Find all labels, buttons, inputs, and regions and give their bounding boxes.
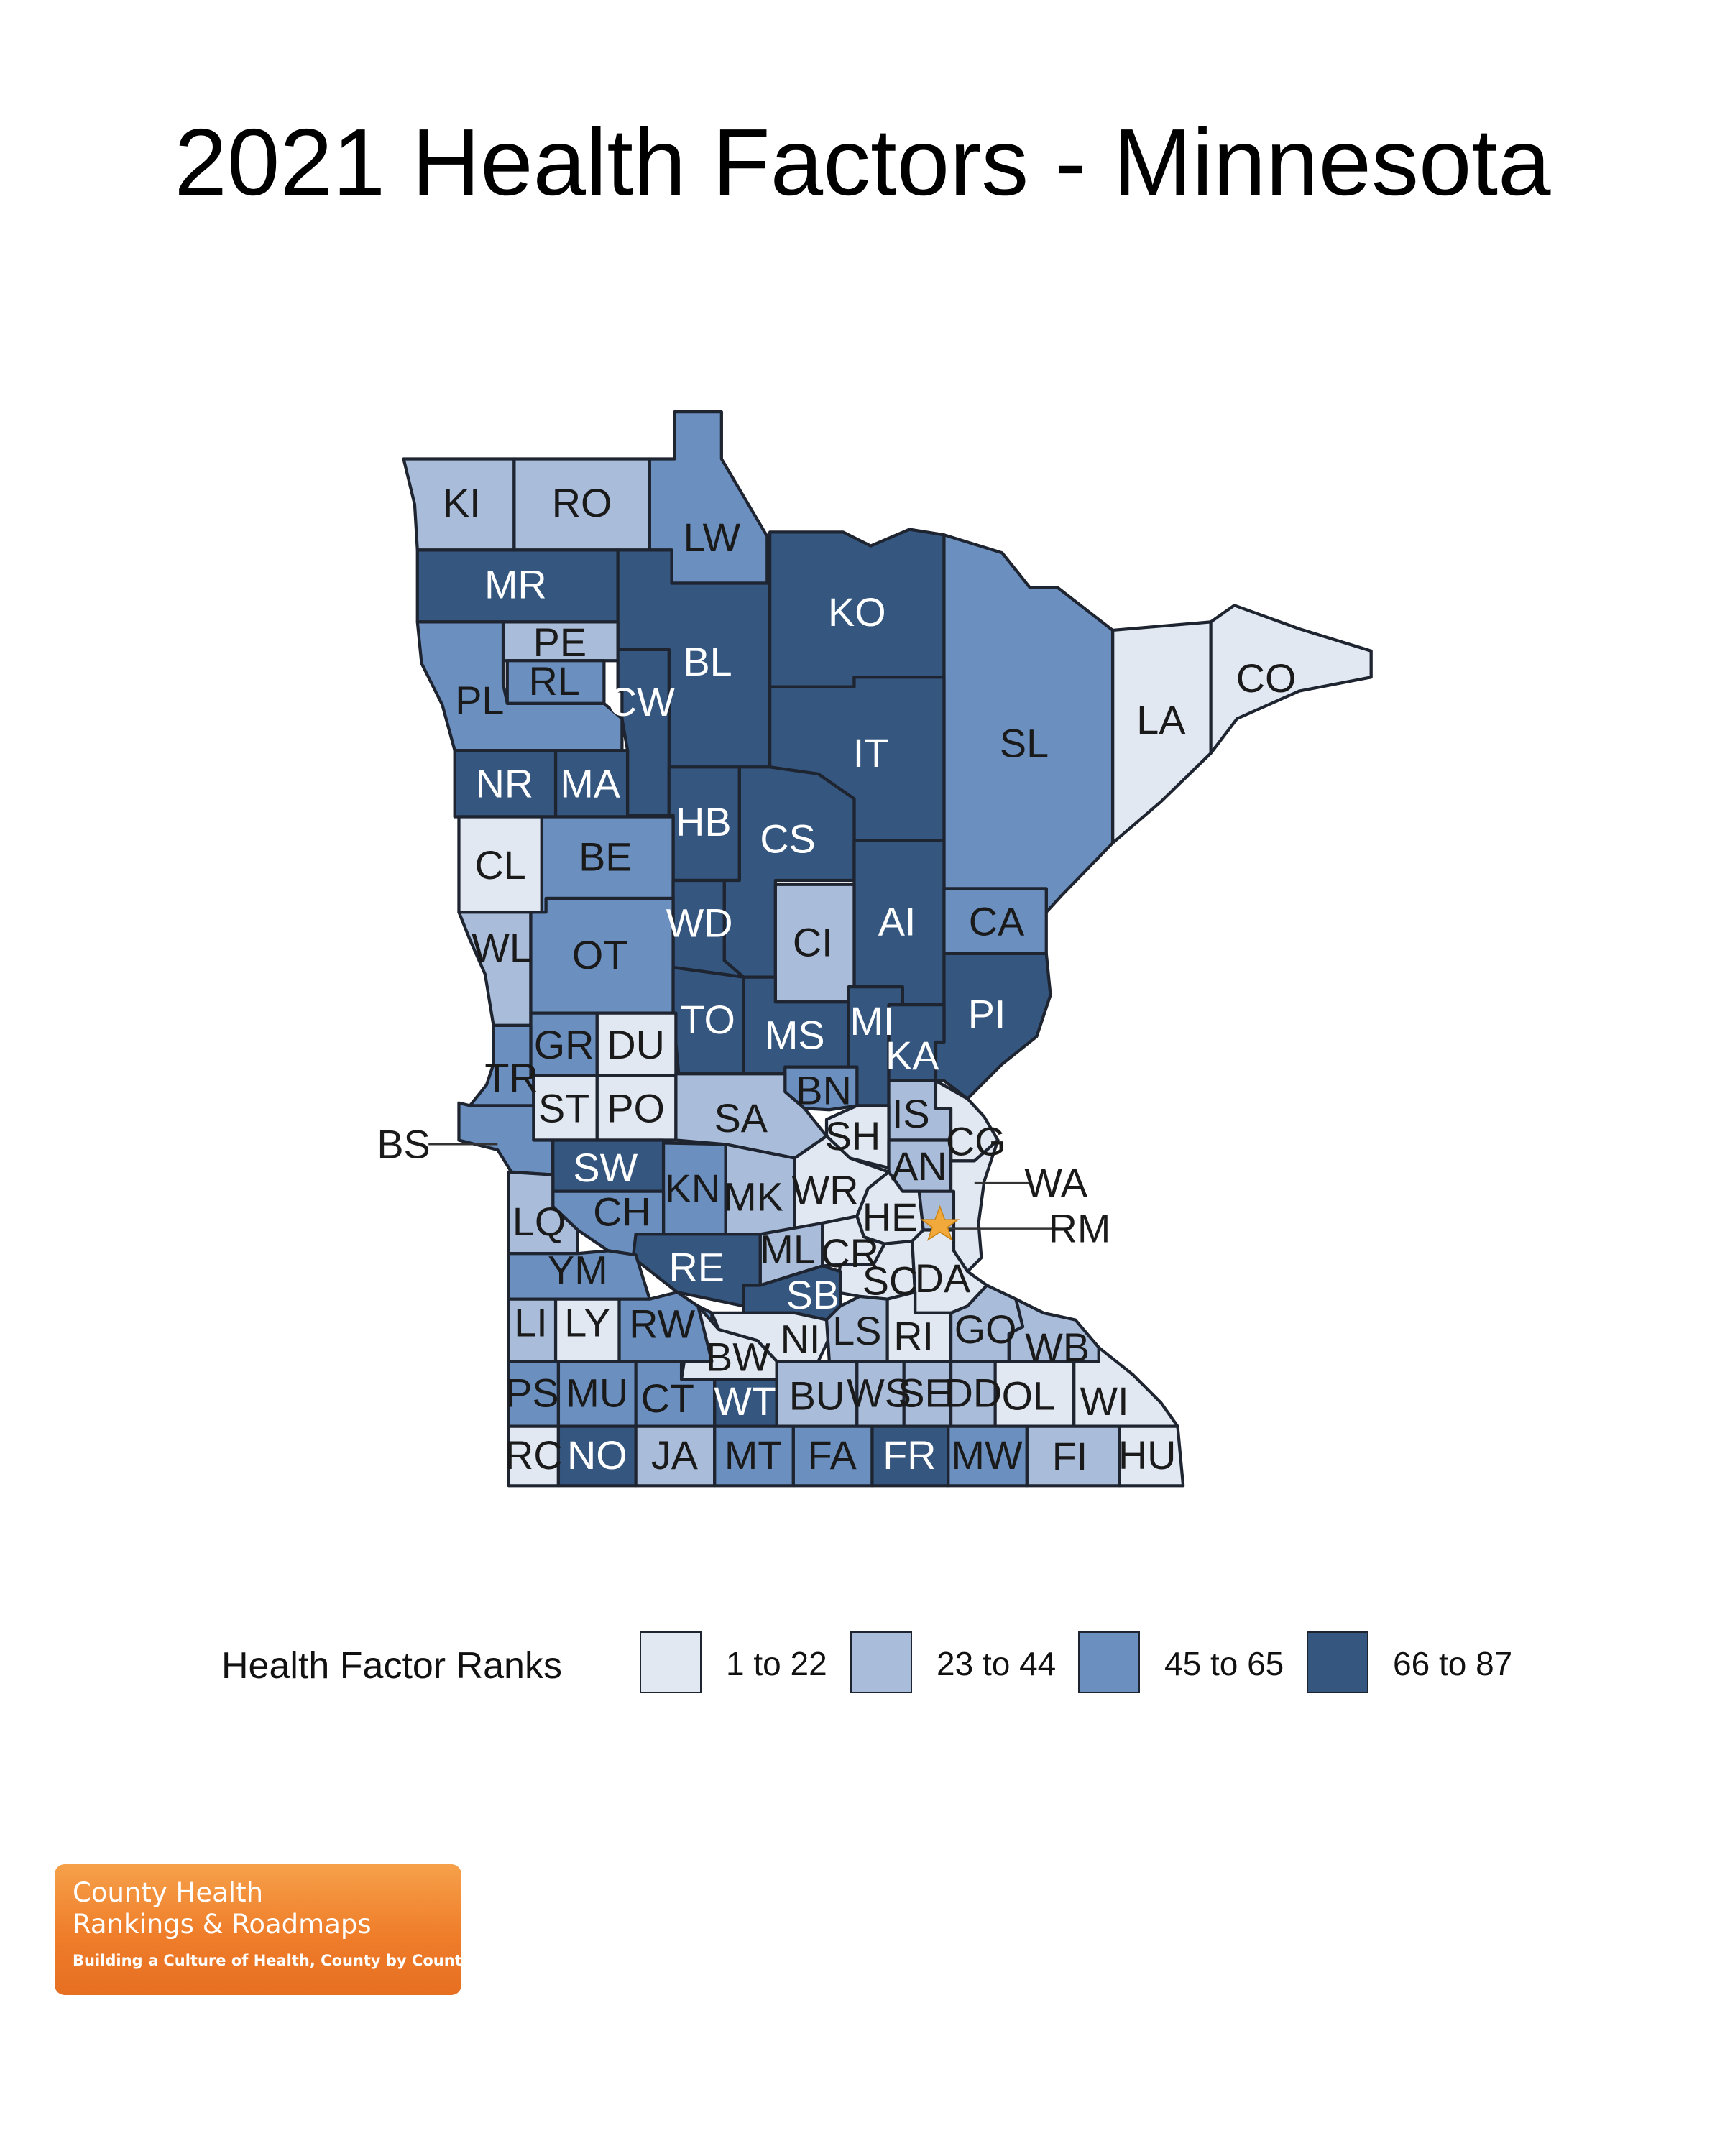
county-wa	[949, 1138, 1000, 1273]
county-st	[532, 1074, 599, 1142]
county-rc	[507, 1424, 561, 1488]
legend-swatch	[1307, 1631, 1368, 1693]
county-rw	[617, 1290, 714, 1363]
county-pe	[501, 620, 620, 663]
county-ki	[402, 457, 516, 552]
county-wl	[457, 911, 533, 1028]
logo-line-1: County Health	[73, 1877, 264, 1908]
county-ma	[553, 749, 630, 819]
legend-label: 45 to 65	[1164, 1645, 1284, 1682]
county-sw	[551, 1138, 666, 1193]
legend-label: 23 to 44	[937, 1645, 1057, 1682]
county-li	[507, 1297, 558, 1363]
logo-tagline: Building a Culture of Health, County by …	[73, 1952, 472, 1969]
county-ly	[553, 1297, 621, 1363]
county-label-bs: BS	[377, 1122, 430, 1166]
county-re	[631, 1233, 762, 1308]
county-nr	[453, 749, 558, 819]
county-gr	[529, 1011, 599, 1077]
county-kn	[661, 1141, 727, 1236]
county-ym	[507, 1249, 651, 1301]
county-la	[1110, 620, 1213, 845]
county-no	[556, 1424, 638, 1488]
county-se	[902, 1360, 953, 1428]
county-mt	[713, 1424, 795, 1488]
county-ca	[942, 887, 1048, 956]
legend-swatch	[850, 1631, 912, 1693]
county-ka	[887, 1003, 946, 1082]
county-po	[595, 1074, 678, 1142]
county-ja	[634, 1424, 717, 1488]
county-mw	[947, 1424, 1029, 1488]
county-ws	[855, 1360, 906, 1428]
county-to	[671, 966, 745, 1076]
county-ai	[852, 839, 946, 1007]
legend: Health Factor Ranks 1 to 22 23 to 44 45 …	[0, 1631, 1725, 1703]
county-ps	[507, 1360, 561, 1428]
county-dd	[949, 1360, 997, 1428]
county-co	[1209, 604, 1373, 755]
county-mu	[556, 1360, 638, 1428]
county-mk	[724, 1143, 796, 1236]
county-du	[595, 1011, 678, 1077]
legend-swatch	[640, 1631, 702, 1693]
twin-cities-star-icon	[920, 1204, 960, 1241]
legend-label: 66 to 87	[1393, 1645, 1513, 1682]
county-ci	[773, 883, 856, 1004]
county-ol	[993, 1360, 1076, 1428]
county-fi	[1025, 1424, 1121, 1488]
logo-line-2: Rankings & Roadmaps	[73, 1909, 372, 1940]
county-hu	[1118, 1424, 1185, 1488]
county-mr	[415, 548, 620, 624]
map-title: 2021 Health Factors - Minnesota	[174, 109, 1551, 215]
county-rl	[505, 659, 606, 705]
county-bu	[775, 1360, 859, 1428]
county-sl	[942, 533, 1115, 914]
county-cl	[457, 815, 543, 914]
county-label-wa: WA	[1024, 1161, 1088, 1205]
legend-swatch	[1078, 1631, 1140, 1693]
legend-label: 1 to 22	[726, 1645, 827, 1682]
county-fr	[870, 1424, 950, 1488]
county-ko	[768, 528, 946, 688]
county-tr	[468, 1023, 535, 1107]
county-wt	[713, 1378, 778, 1428]
legend-title: Health Factor Ranks	[221, 1645, 562, 1687]
county-hb	[667, 765, 741, 883]
county-ot	[529, 896, 675, 1015]
county-health-rankings-logo: County Health Rankings & Roadmaps Buildi…	[55, 1864, 472, 1995]
county-pi	[934, 952, 1052, 1100]
county-fa	[791, 1424, 874, 1488]
county-ro	[512, 457, 651, 552]
